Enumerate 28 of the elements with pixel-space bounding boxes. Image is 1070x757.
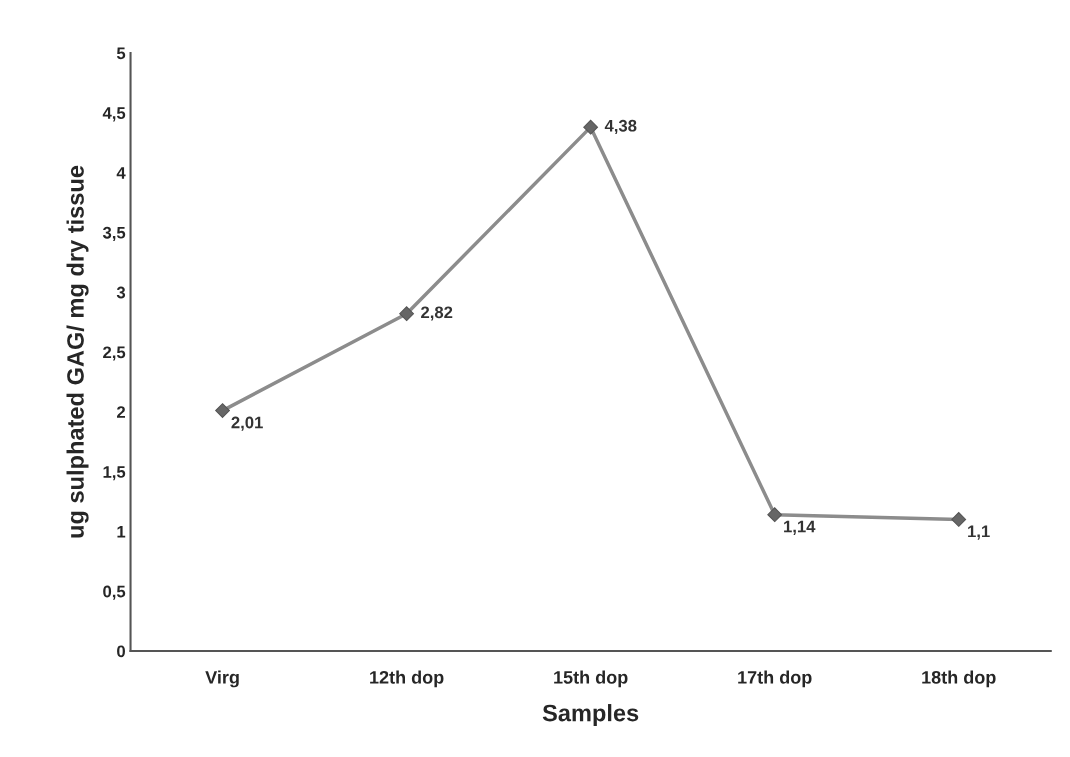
y-tick-label: 3,5 xyxy=(102,226,126,242)
data-label: 1,1 xyxy=(968,525,990,540)
y-tick-label: 1 xyxy=(117,525,126,538)
data-label: 2,82 xyxy=(421,306,453,321)
data-label: 4,38 xyxy=(604,119,637,135)
y-tick-label: 0 xyxy=(117,645,125,658)
x-tick-label: 17th dop xyxy=(738,670,812,688)
y-tick-label: 4,5 xyxy=(102,107,126,122)
point xyxy=(951,512,967,527)
y-tick-label: 2,5 xyxy=(103,346,126,361)
point xyxy=(399,306,414,322)
x-tick-label: 18th dop xyxy=(922,670,996,688)
x-tick-label: 15th dop xyxy=(554,670,628,688)
y-tick-label: 0,5 xyxy=(103,585,126,600)
point xyxy=(583,119,599,135)
y-tick-label: 4 xyxy=(116,167,126,179)
y-tick-label: 5 xyxy=(116,47,126,60)
data-label: 2,01 xyxy=(231,416,263,431)
x-axis-title: Samples xyxy=(542,704,639,727)
point xyxy=(215,403,230,419)
point xyxy=(767,507,783,523)
y-axis-title: ug sulphated GAG/ mg dry tissue xyxy=(66,165,89,538)
x-tick-label: 12th dop xyxy=(370,670,444,688)
y-tick-label: 2 xyxy=(116,406,126,418)
data-label: 1,14 xyxy=(784,520,816,535)
y-tick-label: 3 xyxy=(116,286,126,299)
x-tick-label: Virg xyxy=(205,670,239,688)
y-tick-label: 1,5 xyxy=(103,466,126,481)
